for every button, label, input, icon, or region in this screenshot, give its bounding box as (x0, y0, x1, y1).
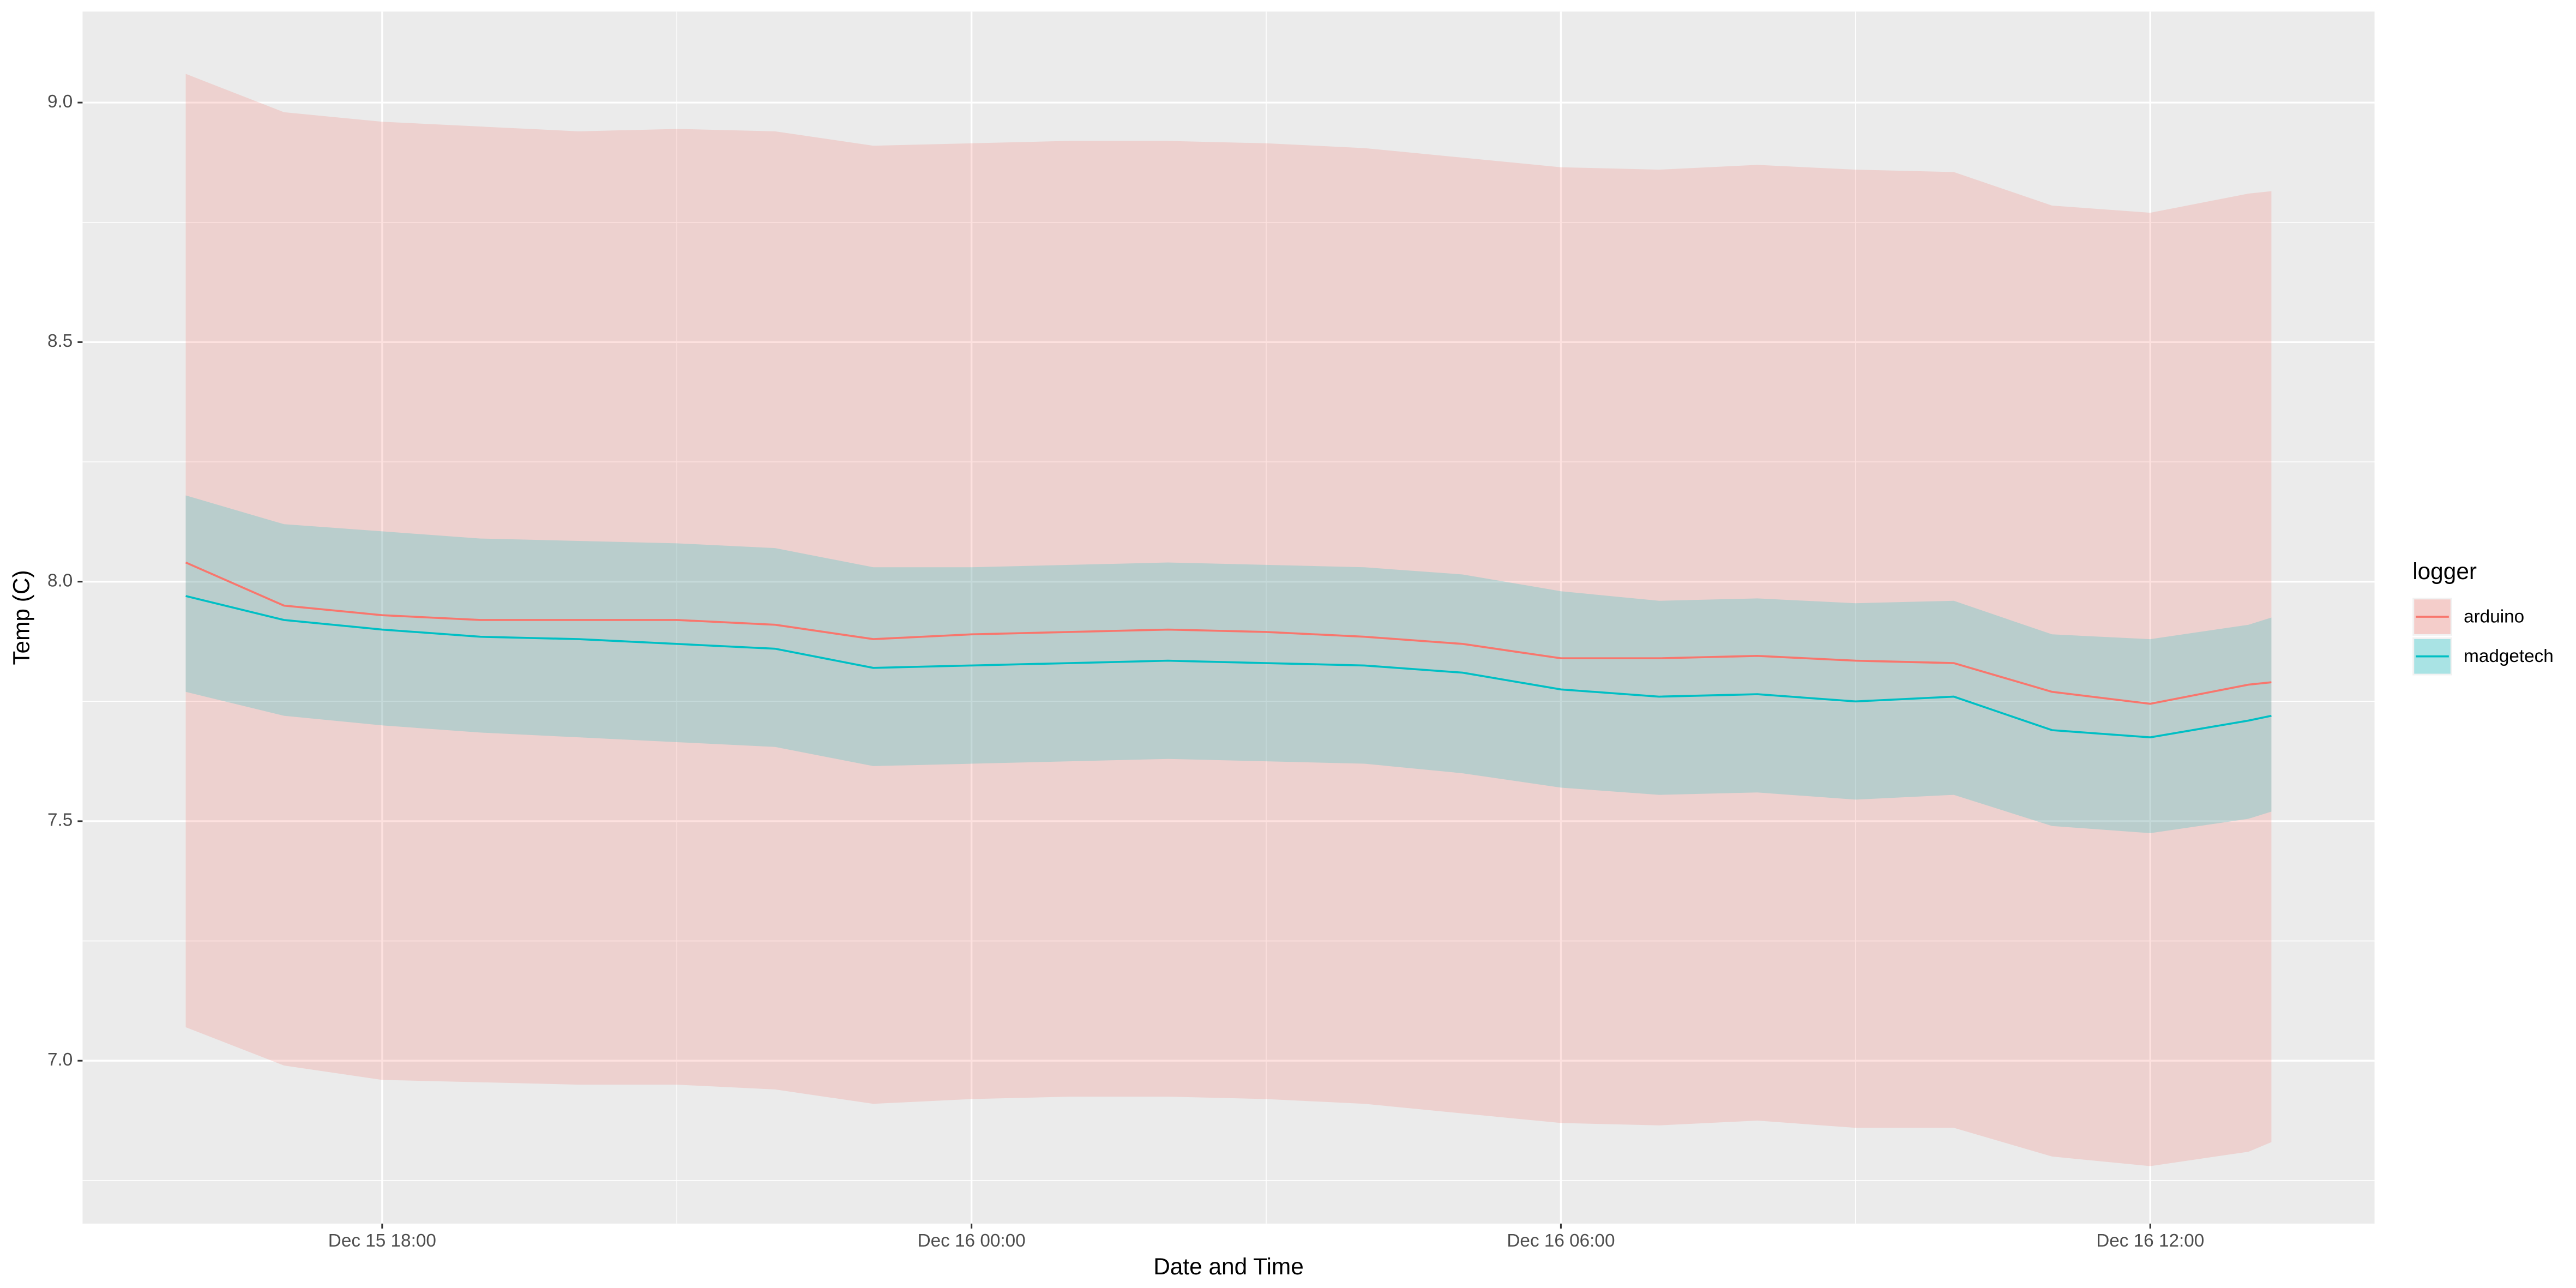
y-tick-label: 7.0 (47, 1050, 73, 1070)
y-axis-title: Temp (C) (9, 570, 34, 665)
legend: arduino madgetech (2412, 598, 2554, 676)
x-tick-label: Dec 16 06:00 (1507, 1231, 1615, 1251)
ribbon (185, 74, 2272, 1166)
x-tick-label: Dec 16 00:00 (918, 1231, 1026, 1251)
y-tick-label: 7.5 (47, 810, 73, 830)
legend-title: logger (2412, 558, 2477, 584)
ribbon (185, 495, 2272, 833)
x-tick-label: Dec 15 18:00 (328, 1231, 436, 1251)
y-tick-label: 9.0 (47, 92, 73, 112)
lines (185, 561, 2272, 739)
y-tick-label: 8.0 (47, 570, 73, 591)
plot-panel (82, 11, 2375, 1224)
x-tick-label: Dec 16 12:00 (2096, 1231, 2204, 1251)
ribbons (185, 74, 2272, 1166)
y-tick-label: 8.5 (47, 331, 73, 351)
legend-label: arduino (2464, 606, 2524, 627)
axes: 7.0 7.5 8.0 8.5 9.0 Dec 15 18:00 Dec 16 00:00 D… (47, 92, 2204, 1251)
x-axis-title: Date and Time (1153, 1254, 1304, 1279)
legend-label: madgetech (2464, 646, 2554, 666)
series-line (185, 561, 2272, 705)
series-line (185, 595, 2272, 739)
grid (82, 11, 2375, 1224)
